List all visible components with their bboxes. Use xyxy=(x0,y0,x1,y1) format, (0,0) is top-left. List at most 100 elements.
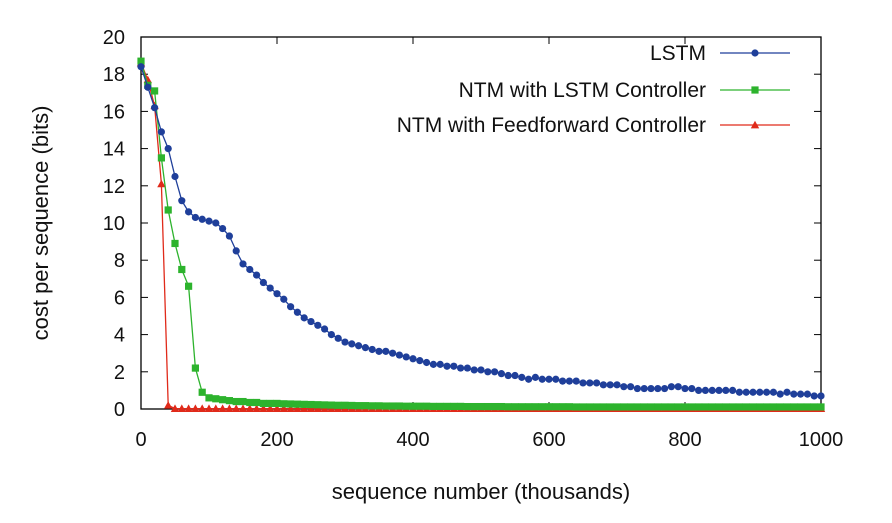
data-point xyxy=(429,402,437,410)
data-point xyxy=(545,403,553,411)
data-point xyxy=(579,403,587,411)
data-point xyxy=(361,344,369,352)
series-2 xyxy=(136,58,826,412)
series-layer xyxy=(136,57,826,412)
series-1 xyxy=(137,57,825,411)
data-point xyxy=(640,384,648,393)
data-point xyxy=(633,403,641,411)
data-point xyxy=(232,397,240,406)
data-point xyxy=(348,401,356,410)
data-point xyxy=(252,404,261,412)
data-point xyxy=(559,377,567,385)
data-point xyxy=(246,265,254,274)
data-point xyxy=(443,402,451,410)
data-point xyxy=(790,390,798,398)
legend-marker xyxy=(751,86,759,94)
data-point xyxy=(572,403,580,411)
data-point xyxy=(395,402,403,410)
data-point xyxy=(620,403,628,411)
data-point xyxy=(511,403,519,411)
data-point xyxy=(232,247,240,255)
data-point xyxy=(137,57,145,65)
data-point xyxy=(674,403,682,411)
data-point xyxy=(661,403,669,411)
data-point xyxy=(735,403,743,411)
data-point xyxy=(266,404,275,412)
data-point xyxy=(640,403,648,411)
data-point xyxy=(552,375,560,383)
data-point xyxy=(171,172,179,181)
data-point xyxy=(450,362,458,370)
data-point xyxy=(769,403,777,411)
data-point xyxy=(593,403,601,411)
data-point xyxy=(497,402,505,411)
data-point xyxy=(470,366,478,374)
data-point xyxy=(776,390,784,398)
data-point xyxy=(783,388,791,396)
legend: LSTM NTM with LSTM Controller NTM with Fee… xyxy=(397,42,790,137)
data-point xyxy=(593,379,601,387)
data-point xyxy=(436,402,444,410)
data-point xyxy=(314,401,322,409)
data-point xyxy=(722,403,730,411)
data-point xyxy=(409,402,417,410)
data-point xyxy=(531,373,540,381)
data-point xyxy=(164,145,172,153)
axis-ticks: 0 200 400 600 800 1000 0 2 4 6 8 10 12 14 16 18 20 xyxy=(103,27,844,451)
data-point xyxy=(599,381,608,389)
data-point xyxy=(586,379,594,387)
x-tick-label: 1000 xyxy=(799,429,844,451)
data-point xyxy=(497,370,505,378)
data-point xyxy=(211,404,220,412)
data-point xyxy=(307,317,315,326)
data-point xyxy=(491,368,499,376)
data-point xyxy=(457,364,465,372)
data-point xyxy=(144,83,152,91)
data-point xyxy=(572,377,580,385)
data-point xyxy=(491,402,499,411)
data-point xyxy=(164,206,172,214)
data-point xyxy=(245,404,254,412)
data-point xyxy=(429,360,437,368)
data-point xyxy=(287,400,295,408)
y-tick-label: 0 xyxy=(114,399,125,421)
data-point xyxy=(463,364,471,372)
data-point xyxy=(701,403,709,411)
y-tick-label: 18 xyxy=(103,64,125,86)
data-point xyxy=(729,386,737,394)
data-point xyxy=(164,401,173,409)
data-point xyxy=(259,399,267,408)
data-point xyxy=(321,401,329,409)
data-point xyxy=(198,388,206,396)
data-point xyxy=(170,404,180,412)
y-tick-label: 12 xyxy=(103,176,125,198)
data-point xyxy=(552,403,560,411)
data-point xyxy=(463,402,471,411)
data-point xyxy=(518,403,526,411)
data-point xyxy=(803,390,812,398)
data-point xyxy=(627,403,635,411)
data-point xyxy=(375,402,383,410)
data-point xyxy=(348,340,356,348)
data-point xyxy=(279,404,288,412)
y-tick-label: 20 xyxy=(103,27,125,49)
data-point xyxy=(749,388,757,396)
data-point xyxy=(545,375,553,383)
data-point xyxy=(259,278,267,287)
legend-label: NTM with Feedforward Controller xyxy=(397,114,706,137)
data-point xyxy=(531,403,539,411)
y-tick-label: 6 xyxy=(114,287,125,309)
data-point xyxy=(266,399,274,408)
data-point xyxy=(688,384,696,393)
data-point xyxy=(151,104,159,112)
data-point xyxy=(321,325,329,333)
data-point xyxy=(287,303,295,311)
data-point xyxy=(171,239,179,248)
data-point xyxy=(300,314,308,322)
data-point xyxy=(504,403,512,411)
y-tick-label: 2 xyxy=(114,362,125,384)
data-point xyxy=(756,403,764,411)
data-point xyxy=(484,368,492,376)
data-point xyxy=(178,265,186,274)
